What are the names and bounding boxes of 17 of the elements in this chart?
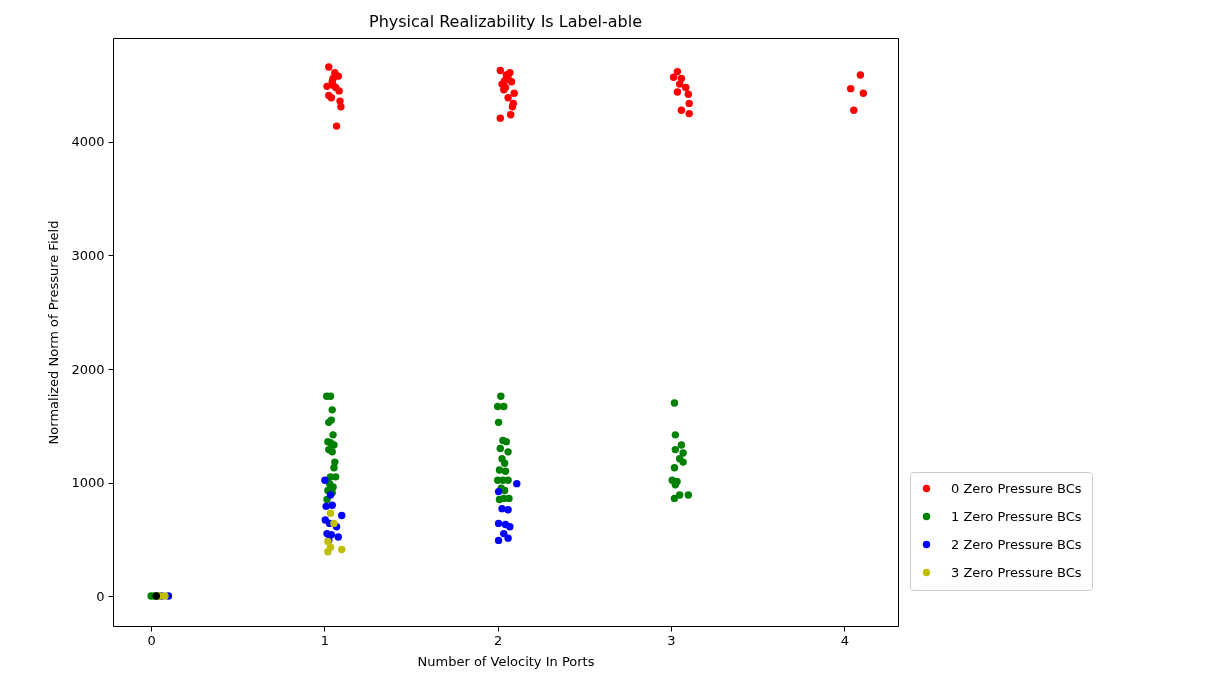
legend-label: 3 Zero Pressure BCs xyxy=(951,564,1082,580)
y-tick-label: 4000 xyxy=(71,134,105,150)
x-tick-label: 2 xyxy=(494,632,503,648)
legend-label: 0 Zero Pressure BCs xyxy=(951,480,1082,496)
y-axis-title: Normalized Norm of Pressure Field xyxy=(46,220,62,445)
y-tick-label: 0 xyxy=(96,588,105,604)
x-axis-title: Number of Velocity In Ports xyxy=(417,653,595,669)
y-tick-label: 3000 xyxy=(71,247,105,263)
x-tick-label: 3 xyxy=(667,632,676,648)
y-tick-label: 2000 xyxy=(71,361,105,377)
legend-label: 2 Zero Pressure BCs xyxy=(951,536,1082,552)
y-tick-label: 1000 xyxy=(71,475,105,491)
x-tick-label: 0 xyxy=(147,632,156,648)
legend-label: 1 Zero Pressure BCs xyxy=(951,508,1082,524)
x-tick-label: 4 xyxy=(840,632,849,648)
chart-title: Physical Realizability Is Label-able xyxy=(369,12,642,31)
x-tick-label: 1 xyxy=(320,632,330,648)
